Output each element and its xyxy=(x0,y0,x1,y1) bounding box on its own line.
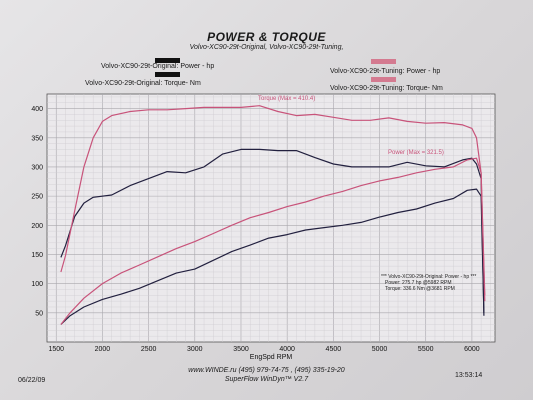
series-line-0 xyxy=(60,188,485,325)
x-tick-label: 2000 xyxy=(95,346,111,353)
legend-label-tuning-power: Volvo-XC90-29t-Tuning: Power - hp xyxy=(330,68,441,75)
info-box: *** Volvo-XC90-29t-Original: Power - hp … xyxy=(381,274,497,298)
footer-time: 13:53:14 xyxy=(455,372,483,379)
legend-label-original-power: Volvo-XC90-29t-Original: Power - hp xyxy=(101,63,215,70)
x-tick-label: 2500 xyxy=(141,346,157,353)
y-tick-label: 250 xyxy=(31,194,43,201)
info-box-line1: Power: 275.7 hp @5982 RPM xyxy=(385,280,452,286)
x-ticks: 1500 2000 2500 3000 3500 4000 4500 5000 5500 6000 xyxy=(48,346,479,353)
legend-swatch-tuning-power xyxy=(371,59,396,64)
series-line-2 xyxy=(60,157,486,325)
footer-date: 06/22/09 xyxy=(18,377,46,384)
legend-swatch-original-torque xyxy=(155,72,180,77)
series-line-1 xyxy=(60,148,485,316)
plot-area xyxy=(46,93,496,343)
x-tick-label: 3000 xyxy=(187,346,203,353)
chart-subtitle: Volvo-XC90-29t-Original, Volvo-XC90-29t-… xyxy=(189,44,344,51)
annotation-torque-max: Torque (Max = 410.4) xyxy=(258,96,315,102)
series-lines xyxy=(60,105,486,325)
series-line-3 xyxy=(60,105,486,296)
x-axis-label: EngSpd RPM xyxy=(250,354,293,361)
footer-contact: www.WINDE.ru (495) 979-74-75 , (495) 335… xyxy=(188,367,345,374)
y-tick-label: 200 xyxy=(31,223,43,230)
legend-swatch-tuning-torque xyxy=(371,77,396,82)
y-ticks: 50 100 150 200 250 300 350 400 xyxy=(31,106,43,317)
footer-software: SuperFlow WinDyn™ V2.7 xyxy=(224,376,309,383)
info-box-line2: Torque: 336.6 Nm @3681 RPM xyxy=(385,286,455,292)
x-tick-label: 1500 xyxy=(48,346,64,353)
y-tick-label: 50 xyxy=(35,310,43,317)
legend-swatch-original-power xyxy=(155,58,180,63)
chart-title: POWER & TORQUE xyxy=(207,30,326,44)
legend-label-tuning-torque: Volvo-XC90-29t-Tuning: Torque- Nm xyxy=(330,85,443,92)
x-tick-label: 5000 xyxy=(372,346,388,353)
x-tick-label: 4500 xyxy=(326,346,342,353)
x-tick-label: 4000 xyxy=(279,346,295,353)
x-tick-label: 3500 xyxy=(233,346,249,353)
info-box-header: *** Volvo-XC90-29t-Original: Power - hp … xyxy=(381,274,477,280)
annotation-power-max: Power (Max = 321.5) xyxy=(388,150,444,156)
x-tick-label: 6000 xyxy=(464,346,480,353)
x-tick-label: 5500 xyxy=(418,346,434,353)
grid xyxy=(47,94,495,342)
y-tick-label: 300 xyxy=(31,164,43,171)
y-tick-label: 100 xyxy=(31,281,43,288)
y-tick-label: 400 xyxy=(31,106,43,113)
y-tick-label: 350 xyxy=(31,135,43,142)
y-tick-label: 150 xyxy=(31,252,43,259)
legend-label-original-torque: Volvo-XC90-29t-Original: Torque- Nm xyxy=(85,80,201,87)
